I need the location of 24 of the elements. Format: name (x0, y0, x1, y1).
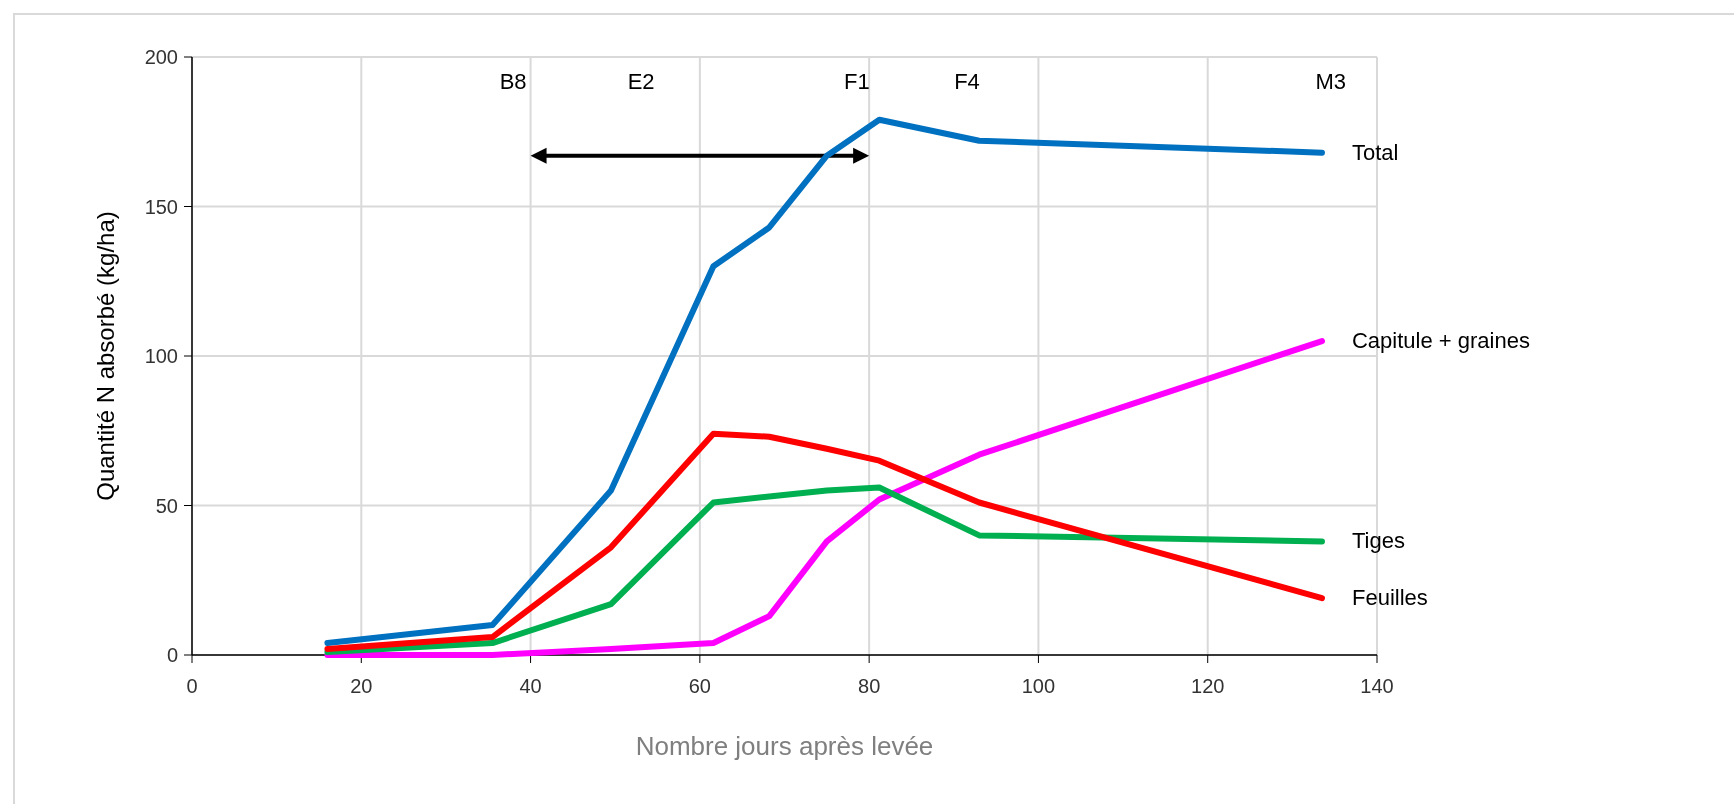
annotation: B8 (499, 69, 527, 94)
x-tick-label: 20 (350, 675, 373, 697)
series-label: Tiges (1351, 528, 1405, 554)
x-axis-title: Nombre jours après levée (635, 731, 934, 761)
y-tick-label: 100 (144, 345, 178, 367)
x-tick-label: 0 (186, 675, 198, 697)
series-label: Feuilles (1351, 585, 1428, 611)
x-tick-label: 40 (519, 675, 542, 697)
x-tick-label: 140 (1360, 675, 1394, 697)
x-tick-label: 80 (858, 675, 881, 697)
x-tick-label: 100 (1021, 675, 1056, 697)
y-tick-label: 50 (155, 494, 178, 517)
y-tick-label: 150 (144, 195, 178, 218)
y-tick-label: 200 (144, 46, 178, 68)
x-tick-label: 60 (688, 675, 711, 697)
x-tick-label: 120 (1191, 675, 1225, 697)
annotation: F1 (843, 69, 870, 94)
series-label: Capitule + graines (1351, 328, 1530, 354)
annotation: M3 (1315, 69, 1347, 94)
y-tick-label: 0 (166, 644, 178, 666)
annotation: E2 (627, 69, 655, 94)
series-label: Total (1351, 139, 1399, 165)
y-axis-title: Quantité N absorbé (kg/ha) (92, 211, 119, 501)
annotation: F4 (954, 69, 980, 94)
